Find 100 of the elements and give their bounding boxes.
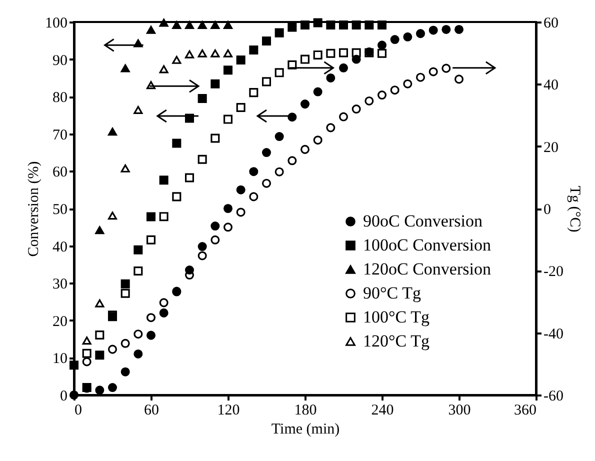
x-tick-label: 180 [294, 402, 317, 418]
point [159, 18, 168, 27]
point [159, 298, 168, 308]
y-tick-label: 60 [52, 164, 68, 181]
point [274, 68, 284, 78]
point [236, 185, 246, 194]
y2-tick-label: 60 [544, 16, 558, 32]
point [120, 338, 130, 348]
point [95, 350, 104, 360]
y-tick-label: 0 [60, 388, 68, 404]
x-tick-label: 360 [514, 402, 536, 418]
point [134, 266, 143, 276]
point [108, 212, 118, 220]
point [210, 20, 220, 29]
point [223, 66, 233, 75]
point [236, 102, 246, 112]
point [352, 20, 361, 30]
point [95, 386, 104, 395]
point [313, 50, 322, 60]
point [223, 114, 233, 124]
point [198, 154, 207, 164]
point [274, 28, 284, 38]
y2-tick-label: 0 [544, 202, 551, 218]
point [108, 128, 118, 136]
y2-axis-title: Tg (°C) [566, 186, 582, 232]
point [172, 138, 182, 148]
y2-tick-label: -40 [544, 326, 564, 342]
point [120, 164, 130, 172]
point [146, 81, 156, 90]
y-tick-label: 80 [52, 90, 68, 106]
point [326, 73, 336, 82]
point [377, 90, 387, 100]
y2-tick-label: 40 [544, 78, 558, 94]
point [159, 308, 168, 318]
point [82, 357, 92, 366]
point [159, 212, 168, 222]
point [454, 24, 464, 34]
y2-tick-label: -20 [544, 264, 564, 280]
point [95, 299, 104, 308]
point [134, 106, 143, 114]
point [210, 222, 220, 231]
point [236, 208, 246, 217]
y-tick-label: 50 [52, 202, 68, 218]
point [198, 94, 207, 103]
point [69, 360, 79, 370]
point [82, 336, 92, 345]
point [146, 313, 156, 322]
x-tick-label: 300 [448, 402, 471, 418]
point [274, 132, 284, 142]
point [288, 156, 297, 166]
point [300, 100, 310, 109]
point [313, 87, 322, 96]
point [262, 178, 272, 188]
point [184, 173, 194, 182]
point [377, 40, 387, 50]
point [377, 48, 387, 58]
point [390, 86, 400, 95]
point [454, 74, 464, 84]
point [249, 88, 258, 98]
point [146, 330, 156, 340]
point [428, 26, 438, 35]
point [184, 50, 194, 58]
point [300, 144, 310, 154]
point [146, 26, 156, 34]
point [134, 349, 143, 358]
point [95, 330, 104, 340]
point [262, 36, 272, 46]
x-tick-label: 120 [217, 402, 240, 418]
point [172, 56, 182, 64]
point [364, 20, 374, 30]
point [288, 22, 297, 32]
point [249, 192, 258, 202]
point [338, 63, 348, 72]
point [108, 344, 118, 354]
legend-label: 90°C Tg [363, 284, 422, 302]
point [120, 279, 130, 288]
point [274, 167, 284, 176]
point [326, 123, 336, 132]
point [352, 104, 361, 114]
point [313, 136, 322, 145]
y-tick-label: 20 [52, 314, 68, 330]
point [442, 24, 451, 34]
legend-label: 120°C Tg [363, 332, 430, 350]
point [288, 60, 297, 70]
point [403, 79, 412, 88]
point [120, 367, 130, 376]
point [223, 49, 233, 58]
point [390, 35, 400, 44]
legend-label: 100°C Tg [363, 308, 430, 326]
point [338, 48, 348, 58]
point [184, 20, 194, 29]
point [198, 251, 207, 260]
point [338, 112, 348, 122]
point [262, 148, 272, 158]
y-tick-label: 10 [52, 351, 68, 368]
point [198, 242, 207, 252]
y-axis-title: Conversion (%) [26, 161, 42, 257]
point [223, 222, 233, 232]
point [300, 54, 310, 64]
point [198, 49, 207, 58]
